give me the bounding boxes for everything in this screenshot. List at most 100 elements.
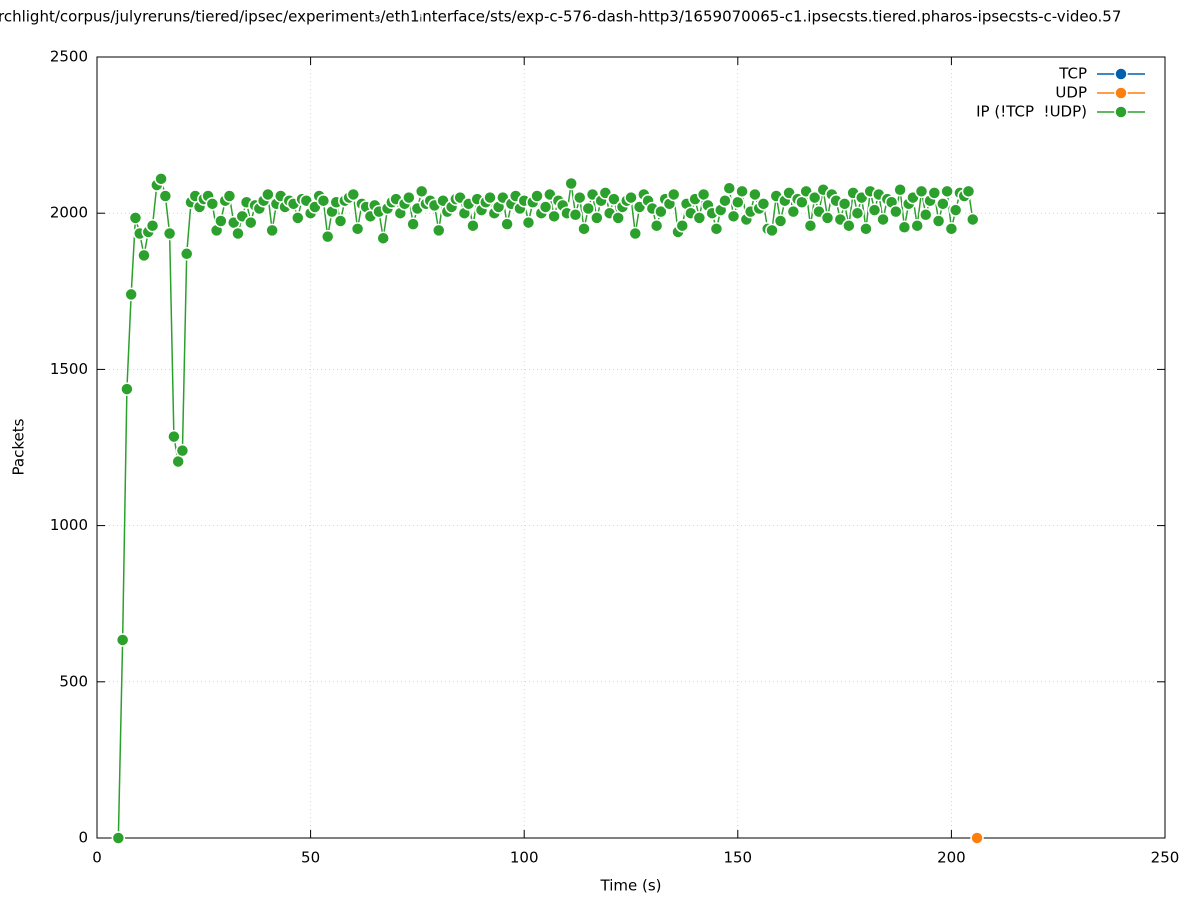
data-point — [654, 204, 668, 219]
data-point — [115, 633, 130, 647]
data-point — [158, 189, 173, 203]
data-point — [483, 190, 497, 205]
data-point — [577, 222, 591, 236]
data-point — [735, 184, 749, 199]
data-point — [333, 214, 348, 228]
series-line — [117, 177, 974, 839]
data-point — [837, 197, 852, 211]
y-tick-label: 1500 — [50, 360, 88, 378]
data-point — [961, 184, 976, 199]
data-point — [914, 184, 929, 199]
data-point — [432, 223, 446, 238]
data-point — [179, 247, 194, 261]
data-point — [406, 217, 420, 231]
data-point — [564, 176, 578, 191]
data-point — [316, 193, 331, 208]
data-point — [936, 197, 950, 211]
data-point — [111, 831, 126, 845]
data-point — [893, 183, 907, 197]
data-point — [666, 187, 681, 202]
y-tick-label: 500 — [59, 672, 88, 690]
data-point — [807, 190, 822, 205]
data-point — [607, 192, 621, 206]
data-point — [265, 223, 279, 238]
data-point — [970, 831, 984, 845]
data-point — [773, 214, 788, 228]
data-point — [261, 187, 275, 202]
data-point — [624, 190, 638, 205]
data-point — [927, 186, 942, 200]
data-point — [530, 189, 544, 203]
data-point — [124, 287, 138, 302]
data-point — [137, 248, 151, 263]
data-point — [803, 218, 818, 233]
legend-label: UDP — [1055, 84, 1087, 102]
legend-label: IP (!TCP !UDP) — [976, 103, 1087, 121]
y-tick-label: 0 — [78, 829, 88, 847]
data-point — [675, 218, 690, 233]
data-point — [919, 208, 933, 222]
data-point — [889, 204, 903, 219]
data-point — [820, 211, 835, 225]
data-point — [966, 212, 980, 227]
legend-marker — [1114, 105, 1128, 119]
data-point — [940, 184, 954, 199]
legend-label: TCP — [1058, 65, 1087, 83]
legend-marker — [1114, 67, 1128, 81]
data-point — [547, 209, 561, 224]
data-point — [120, 382, 134, 396]
data-point — [402, 190, 416, 205]
data-point — [538, 200, 553, 214]
data-point — [897, 220, 912, 235]
data-point — [414, 184, 429, 199]
data-point — [628, 226, 643, 241]
data-point — [350, 222, 365, 236]
chart-title: rchlight/corpus/julyreruns/tiered/ipsec/… — [0, 8, 1121, 26]
data-point — [718, 193, 732, 208]
data-point — [722, 181, 737, 195]
data-point — [842, 218, 856, 233]
data-point — [145, 218, 160, 233]
data-point — [867, 203, 882, 217]
data-point — [154, 172, 168, 186]
data-point — [521, 215, 536, 230]
x-tick-label: 50 — [301, 849, 320, 867]
legend-marker — [1114, 86, 1128, 100]
data-point — [931, 214, 946, 228]
data-point — [346, 187, 361, 202]
x-tick-label: 150 — [723, 849, 752, 867]
data-point — [786, 204, 801, 219]
data-point — [205, 197, 220, 211]
x-tick-label: 200 — [937, 849, 966, 867]
x-tick-label: 250 — [1151, 849, 1180, 867]
data-point — [649, 218, 664, 233]
data-point — [948, 203, 963, 217]
data-point — [765, 223, 779, 238]
y-tick-label: 2000 — [50, 204, 88, 222]
data-point — [466, 218, 480, 233]
y-axis-label: Packets — [10, 418, 28, 475]
data-point — [726, 209, 741, 224]
x-tick-label: 0 — [92, 849, 102, 867]
data-point — [500, 217, 514, 231]
data-point — [244, 215, 258, 230]
data-point — [214, 214, 228, 228]
y-tick-label: 1000 — [50, 516, 88, 534]
data-point — [320, 229, 335, 244]
plot-frame — [96, 56, 1166, 839]
data-point — [376, 231, 390, 245]
data-point — [581, 201, 596, 216]
data-point — [910, 218, 924, 233]
data-point — [756, 197, 771, 211]
data-point — [167, 429, 181, 444]
data-point — [222, 189, 237, 203]
data-point — [850, 206, 865, 220]
data-point — [876, 212, 890, 227]
data-point — [590, 211, 604, 225]
data-point — [748, 187, 762, 202]
data-point — [128, 211, 143, 225]
y-tick-label: 2500 — [50, 48, 88, 66]
data-point — [572, 190, 587, 205]
